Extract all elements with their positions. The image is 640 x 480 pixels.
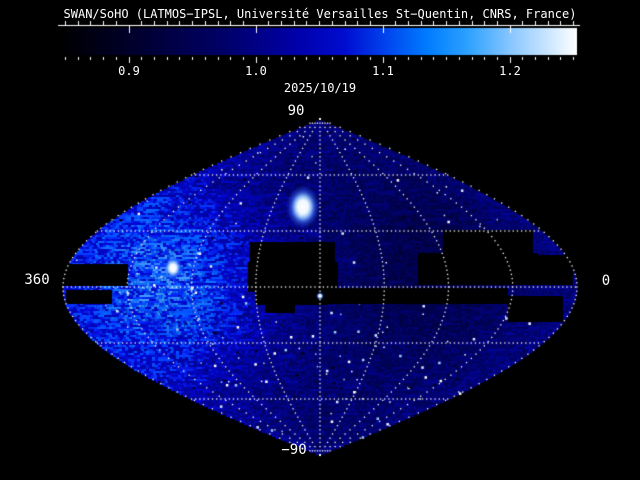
- plot-title: SWAN/SoHO (LATMOS−IPSL, Université Versa…: [63, 7, 577, 21]
- colorbar-tick-label-1-2: 1.2: [499, 64, 521, 78]
- colorbar-tick-label-1-1: 1.1: [372, 64, 394, 78]
- latitude-label-top: 90: [287, 103, 305, 119]
- colorbar-tick-label-1-0: 1.0: [245, 64, 267, 78]
- latitude-label-bottom: −90: [281, 442, 307, 458]
- longitude-label-right: 0: [601, 273, 611, 289]
- longitude-label-left: 360: [24, 272, 50, 288]
- colorbar-tick-label-0-9: 0.9: [118, 64, 140, 78]
- observation-date: 2025/10/19: [283, 81, 357, 95]
